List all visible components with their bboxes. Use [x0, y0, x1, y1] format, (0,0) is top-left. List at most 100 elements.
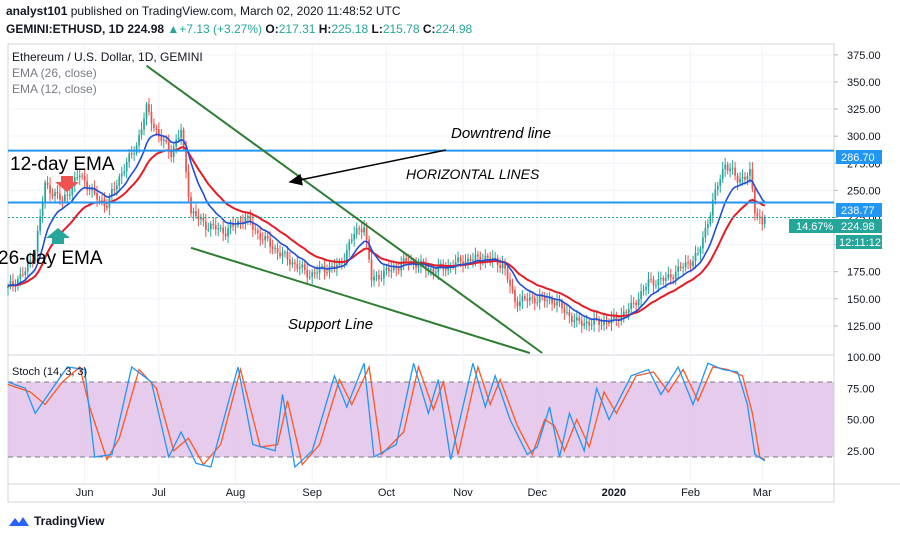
badge-h1: 286.70 [836, 150, 882, 164]
candle-body [568, 311, 571, 316]
open-value: 217.31 [278, 22, 316, 36]
candle-body [694, 253, 697, 262]
candle-body [558, 300, 561, 302]
candle-body [531, 297, 534, 299]
candle-body [714, 189, 717, 200]
candle-body [227, 228, 229, 237]
drawing-overlays [8, 64, 834, 354]
candle-body [56, 192, 59, 194]
author-name[interactable]: analyst101 [6, 4, 68, 18]
badge-timer-text: 12:11:12 [839, 237, 881, 249]
buy-arrow-icon [46, 228, 70, 244]
candle-body [660, 277, 662, 279]
candle-body [71, 185, 74, 195]
candle-body [64, 194, 66, 201]
candle-body [664, 278, 667, 281]
price-tick-label: 350.00 [847, 77, 881, 89]
time-tick-label: Dec [527, 487, 547, 499]
candle-body [118, 176, 121, 186]
candle-body [209, 223, 212, 230]
candle-body [86, 181, 89, 190]
candle-body [73, 177, 76, 186]
candle-body [355, 228, 358, 234]
candle-body [207, 229, 210, 231]
badge-h2-text: 238.77 [841, 205, 875, 217]
candle-body [96, 193, 98, 200]
candle-body [54, 192, 56, 197]
candle-body [600, 324, 603, 326]
candle-body [138, 134, 140, 146]
candle-body [247, 215, 249, 218]
stoch-tick-label: 75.00 [847, 383, 875, 395]
candle-body [763, 217, 766, 225]
tradingview-logo-icon [9, 517, 29, 526]
stoch-tick-label: 100.00 [847, 352, 881, 364]
candle-body [167, 141, 170, 152]
candle-body [219, 227, 222, 229]
candle-body [642, 289, 645, 292]
candle-body [494, 257, 497, 259]
candle-body [373, 276, 375, 281]
candle-body [524, 296, 526, 299]
ohlc-line: GEMINI:ETHUSD, 1D 224.98 ▲+7.13 (+3.27%)… [6, 22, 472, 36]
candle-body [721, 169, 724, 180]
candle-body [68, 194, 71, 196]
candle-body [699, 248, 702, 254]
candle-body [387, 267, 390, 272]
candle-body [303, 264, 306, 270]
chart-header: analyst101 published on TradingView.com,… [0, 0, 900, 40]
candle-body [294, 262, 296, 264]
candle-body [615, 315, 618, 320]
candle-body [200, 217, 202, 220]
badge-h1-text: 286.70 [841, 152, 875, 164]
candle-body [709, 215, 712, 225]
candle-body [746, 176, 749, 180]
candle-body [244, 217, 247, 225]
candle-body [551, 298, 553, 304]
candle-body [331, 266, 333, 268]
candle-body [516, 301, 519, 307]
candle-body [509, 279, 511, 286]
candle-body [259, 232, 262, 240]
candle-body [284, 252, 286, 254]
candle-body [385, 267, 388, 271]
candle-body [375, 274, 378, 277]
candle-body [135, 145, 138, 154]
candle-body [350, 239, 353, 242]
stoch-k-line [7, 362, 766, 469]
price-tick-label: 375.00 [847, 50, 881, 62]
sell-arrow-icon [55, 176, 79, 192]
annotation-support: Support Line [288, 316, 373, 333]
candle-body [741, 176, 744, 179]
candle-body [479, 256, 482, 263]
candle-body [437, 265, 440, 273]
candle-body [499, 265, 502, 269]
ema12-line [7, 133, 766, 323]
candle-body [266, 236, 269, 239]
candle-body [380, 278, 383, 280]
candle-body [24, 271, 27, 275]
candle-body [573, 320, 576, 323]
tradingview-footer[interactable]: TradingView [8, 514, 104, 528]
candle-body [286, 252, 289, 260]
candle-body [9, 281, 12, 286]
candle-body [383, 270, 385, 279]
triangle-up-icon: ▲ [167, 22, 180, 36]
candle-body [316, 272, 318, 274]
candle-body [556, 301, 558, 306]
candle-body [454, 262, 457, 268]
candle-body [561, 300, 563, 309]
candle-body [274, 247, 276, 249]
candle-body [583, 323, 586, 326]
last-price: 224.98 [127, 22, 165, 36]
candle-body [459, 257, 462, 262]
low-label: L: [371, 22, 383, 36]
legend-ema12: EMA (12, close) [12, 82, 97, 96]
candle-body [202, 217, 205, 222]
legend-ema26: EMA (26, close) [12, 66, 97, 80]
candle-body [301, 264, 304, 268]
candle-body [157, 129, 160, 137]
candle-body [744, 176, 746, 180]
time-tick-label: Feb [681, 487, 700, 499]
